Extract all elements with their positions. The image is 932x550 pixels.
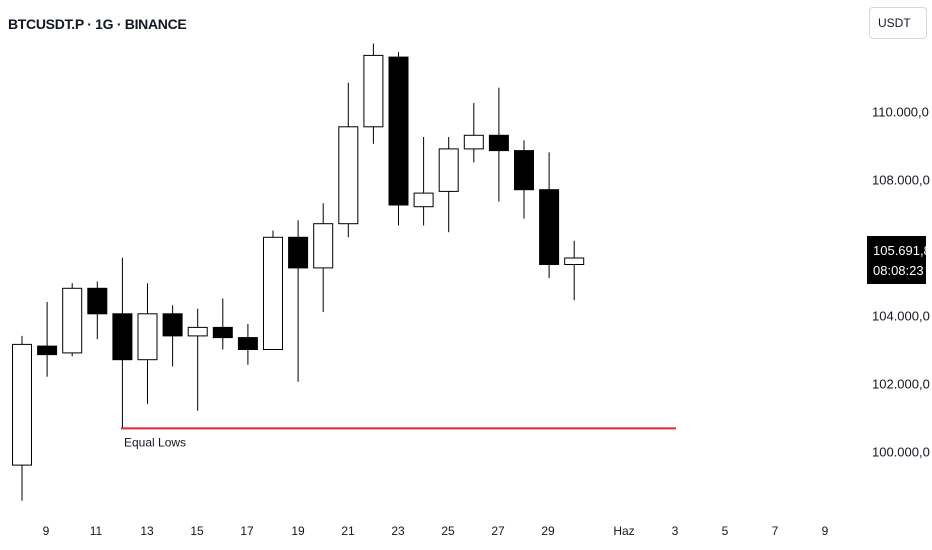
candle-body-down	[162, 313, 183, 337]
candle-body-up	[187, 326, 208, 337]
time-tick-label: Haz	[613, 524, 634, 538]
candle	[12, 335, 32, 501]
candle-body-up	[413, 192, 434, 208]
candle-body-up	[263, 236, 283, 350]
candle	[564, 240, 585, 301]
candle-body-down	[288, 236, 309, 269]
time-tick-label: 5	[722, 524, 729, 538]
candle-body-up	[12, 343, 32, 466]
candle	[62, 283, 83, 357]
candle	[413, 137, 434, 226]
candle	[388, 52, 409, 226]
candle	[488, 87, 509, 202]
price-tick-label: 100.000,0	[872, 445, 930, 460]
time-tick-label: 9	[43, 524, 50, 538]
time-tick-label: 13	[140, 524, 154, 538]
candle-body-down	[237, 337, 258, 351]
candle	[539, 152, 560, 279]
time-axis[interactable]: 9 11 13 15 17 19 21 23 25 27 29 Haz 3 5 7 9	[43, 524, 829, 538]
time-tick-label: 15	[190, 524, 204, 538]
last-price-tag: 105.691,8 08:08:23	[867, 236, 931, 284]
price-tick-label: 104.000,0	[872, 309, 930, 324]
symbol-title: BTCUSDT.P · 1G · BINANCE	[8, 16, 187, 32]
candle	[112, 257, 133, 428]
candle	[187, 308, 208, 411]
time-tick-label: 11	[90, 524, 103, 538]
time-tick-label: 23	[391, 524, 405, 538]
candle	[514, 140, 534, 219]
annotations-layer: Equal Lows	[121, 427, 676, 449]
price-axis[interactable]: 110.000,0 108.000,0 104.000,0 102.000,0 100.…	[872, 105, 930, 460]
candle	[463, 103, 484, 163]
candle	[263, 230, 283, 350]
equal-lows-label: Equal Lows	[124, 435, 186, 449]
candle-body-down	[87, 287, 108, 315]
countdown-timer: 08:08:23	[873, 263, 924, 278]
price-tick-label: 102.000,0	[872, 377, 930, 392]
time-tick-label: 25	[441, 524, 455, 538]
time-tick-label: 17	[240, 524, 254, 538]
candle-body-up	[438, 148, 459, 192]
candle	[87, 281, 108, 340]
candle-body-down	[539, 189, 560, 265]
candle	[313, 203, 334, 313]
candle	[288, 220, 309, 382]
candle-body-down	[388, 56, 409, 206]
candle-body-up	[463, 134, 484, 150]
time-tick-label: 21	[341, 524, 355, 538]
candle-body-up	[564, 257, 585, 265]
candle-body-up	[363, 54, 384, 128]
time-tick-label: 3	[672, 524, 679, 538]
price-tick-label: 110.000,0	[872, 105, 929, 120]
time-tick-label: 9	[822, 524, 829, 538]
candle	[237, 324, 258, 365]
last-price-tag-background	[867, 236, 926, 284]
candle-body-up	[137, 313, 158, 361]
candle	[37, 301, 58, 377]
time-tick-label: 7	[772, 524, 779, 538]
candle	[338, 82, 359, 238]
candle-body-down	[212, 326, 233, 339]
currency-button[interactable]: USDT	[869, 7, 927, 39]
candle	[162, 305, 183, 367]
candle-body-down	[112, 313, 133, 361]
candle-body-down	[514, 150, 534, 191]
candle-body-up	[313, 223, 334, 269]
candle-body-down	[37, 345, 58, 356]
time-tick-label: 19	[291, 524, 305, 538]
candle	[438, 137, 459, 233]
time-tick-label: 29	[541, 524, 555, 538]
candle	[363, 43, 384, 144]
candle-body-up	[62, 287, 83, 354]
candles-layer	[12, 43, 585, 501]
price-tick-label: 108.000,0	[872, 173, 930, 188]
time-tick-label: 27	[491, 524, 505, 538]
candle	[212, 298, 233, 350]
candle-body-up	[338, 126, 359, 225]
candle-body-down	[488, 134, 509, 152]
last-price-value: 105.691,8	[873, 243, 931, 258]
candle	[137, 283, 158, 404]
